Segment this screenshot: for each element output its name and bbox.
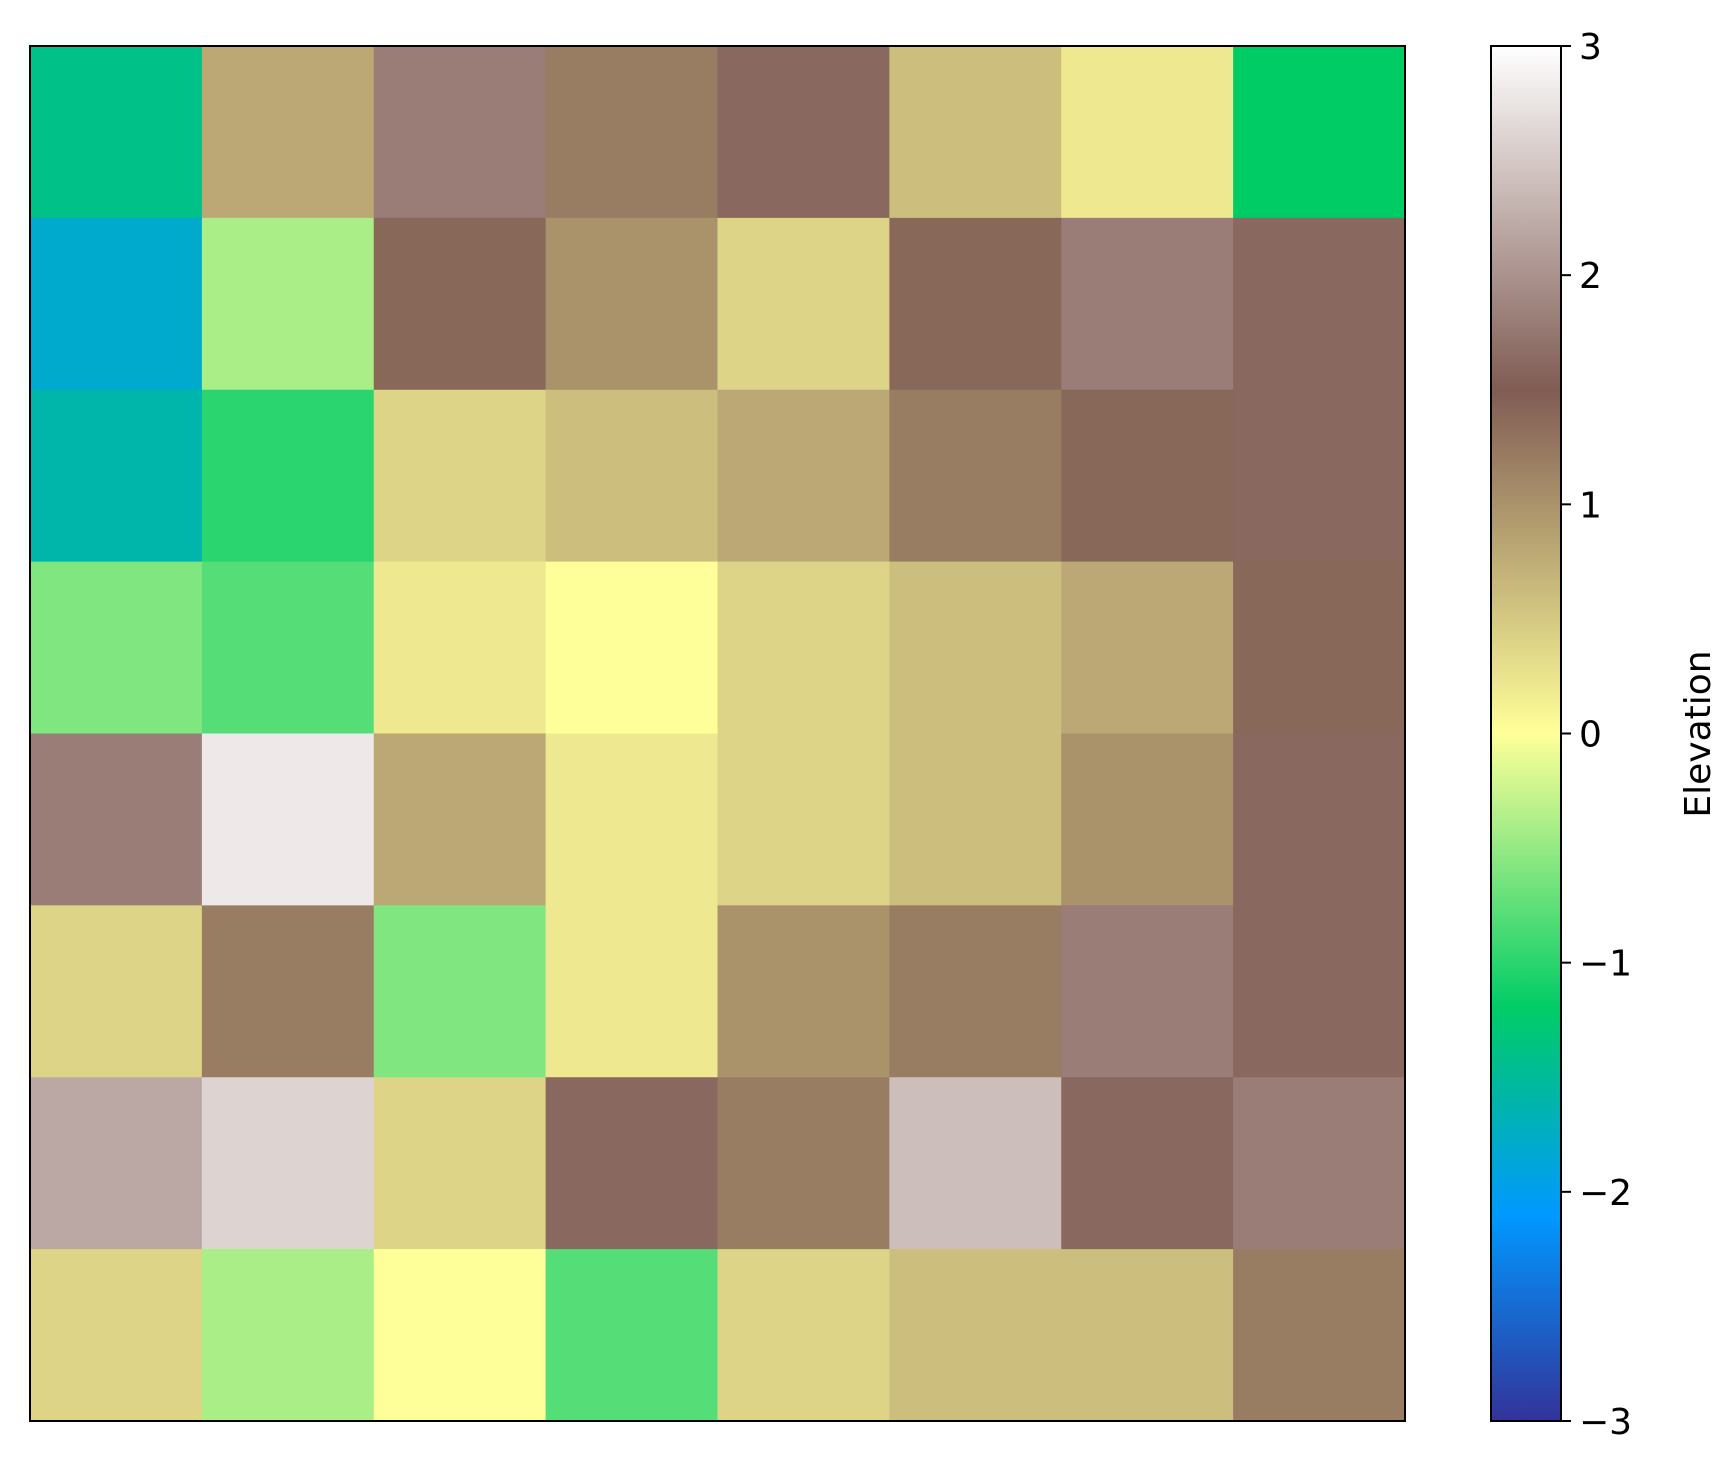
heatmap-cell xyxy=(545,733,718,906)
heatmap-cell xyxy=(373,733,547,906)
heatmap-cell xyxy=(1061,905,1234,1078)
heatmap-cell xyxy=(889,389,1062,563)
heatmap-cell xyxy=(889,1077,1062,1250)
colorbar-tick-label: 0 xyxy=(1579,715,1602,756)
heatmap-cell xyxy=(201,561,375,734)
heatmap-cell xyxy=(1233,905,1406,1078)
heatmap-cell xyxy=(1233,389,1406,563)
heatmap-cell xyxy=(1061,1077,1234,1250)
heatmap-cell xyxy=(545,561,718,734)
heatmap-cell xyxy=(30,217,203,391)
heatmap-cell xyxy=(201,1077,375,1250)
heatmap-cell xyxy=(30,1249,203,1422)
heatmap-cell xyxy=(201,733,375,906)
heatmap-cell xyxy=(30,733,203,906)
heatmap-cell xyxy=(373,217,547,391)
heatmap-cell xyxy=(30,389,203,563)
heatmap-cell xyxy=(889,733,1062,906)
heatmap-cell xyxy=(717,561,890,734)
colorbar-tick-label: −2 xyxy=(1579,1173,1632,1214)
heatmap-cells xyxy=(30,46,1406,1422)
heatmap-cell xyxy=(373,1077,547,1250)
colorbar-ticks: −3 −2 −1 0 1 2 3 xyxy=(1561,27,1632,1443)
heatmap-cell xyxy=(373,905,547,1078)
colorbar-tick-label: 3 xyxy=(1579,27,1602,68)
heatmap-cell xyxy=(1233,1077,1406,1250)
heatmap-cell xyxy=(1233,561,1406,734)
plot-frame xyxy=(29,45,1406,1422)
heatmap-cell xyxy=(717,905,890,1078)
heatmap-cell xyxy=(717,46,890,219)
heatmap-cell xyxy=(201,217,375,391)
heatmap-cell xyxy=(201,389,375,563)
heatmap-cell xyxy=(1061,733,1234,906)
heatmap-cell xyxy=(1061,217,1234,391)
heatmap-cell xyxy=(201,905,375,1078)
heatmap-cell xyxy=(545,905,718,1078)
heatmap-cell xyxy=(30,561,203,734)
colorbar xyxy=(1490,45,1562,1422)
heatmap-cell xyxy=(545,1077,718,1250)
heatmap-cell xyxy=(545,1249,718,1422)
heatmap-cell xyxy=(1233,217,1406,391)
heatmap-cell xyxy=(545,389,718,563)
heatmap-cell xyxy=(30,1077,203,1250)
heatmap-cell xyxy=(545,217,718,391)
heatmap-cell xyxy=(889,217,1062,391)
heatmap-cell xyxy=(889,46,1062,219)
heatmap-cell xyxy=(717,1249,890,1422)
colorbar-label: Elevation xyxy=(1678,650,1719,817)
colorbar-tick-label: −1 xyxy=(1579,944,1632,985)
heatmap-cell xyxy=(889,561,1062,734)
heatmap-cell xyxy=(373,46,547,219)
heatmap-cell xyxy=(201,46,375,219)
heatmap-cell xyxy=(30,46,203,219)
colorbar-tick-label: 2 xyxy=(1579,256,1602,297)
heatmap-cell xyxy=(1061,1249,1234,1422)
heatmap-cell xyxy=(1061,46,1234,219)
heatmap-cell xyxy=(1233,1249,1406,1422)
heatmap-cell xyxy=(717,733,890,906)
heatmap-cell xyxy=(373,1249,547,1422)
heatmap-cell xyxy=(889,1249,1062,1422)
heatmap-cell xyxy=(1233,733,1406,906)
colorbar-tick-label: −3 xyxy=(1579,1402,1632,1443)
heatmap-cell xyxy=(373,561,547,734)
heatmap-cell xyxy=(201,1249,375,1422)
heatmap-cell xyxy=(717,217,890,391)
heatmap-cell xyxy=(30,905,203,1078)
heatmap-cell xyxy=(1061,389,1234,563)
heatmap-cell xyxy=(717,1077,890,1250)
heatmap-cell xyxy=(889,905,1062,1078)
heatmap-cell xyxy=(373,389,547,563)
heatmap-cell xyxy=(545,46,718,219)
heatmap-cell xyxy=(717,389,890,563)
heatmap-cell xyxy=(1061,561,1234,734)
colorbar-tick-label: 1 xyxy=(1579,485,1602,526)
heatmap-cell xyxy=(1233,46,1406,219)
